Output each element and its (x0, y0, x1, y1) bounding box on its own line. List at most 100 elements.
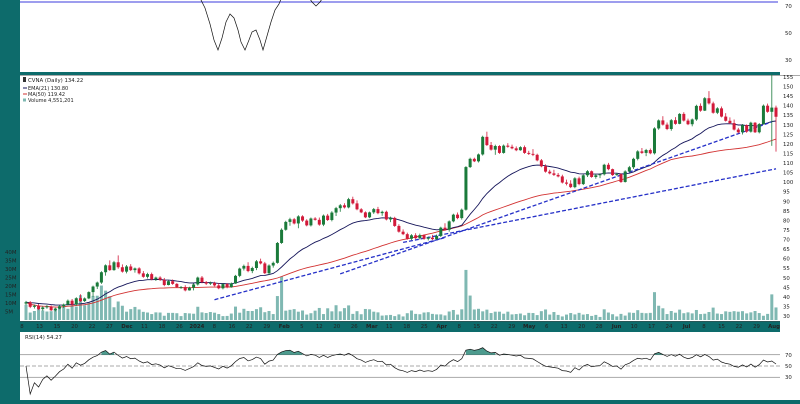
candle-body (133, 268, 137, 271)
candle-body (732, 123, 736, 130)
volume-bar (141, 311, 145, 320)
volume-bar (254, 309, 258, 320)
volume-bar (66, 308, 70, 320)
candle-body (736, 129, 740, 133)
date-tick-label: 22 (246, 324, 253, 330)
candle-body (724, 116, 728, 121)
candle (418, 233, 422, 240)
candle (368, 211, 372, 219)
volume-bar (116, 301, 120, 320)
candle (32, 304, 36, 309)
candle (472, 157, 476, 163)
volume-bar (175, 313, 179, 320)
candle (594, 173, 598, 179)
candle (87, 291, 91, 300)
candle-body (275, 242, 279, 263)
candle-body (518, 147, 522, 151)
candle (351, 196, 355, 205)
candle (409, 234, 413, 241)
volume-bar (384, 315, 388, 320)
volume-bar (129, 309, 133, 320)
volume-bar (179, 316, 183, 320)
candle (694, 104, 698, 121)
candle (196, 276, 200, 286)
volume-bar (770, 294, 774, 320)
candle (171, 279, 175, 285)
volume-bar (309, 313, 313, 320)
volume-bar (565, 314, 568, 320)
candle-body (430, 237, 434, 240)
candle (661, 116, 665, 126)
candle-body (707, 98, 711, 104)
date-tick-label: 15 (718, 324, 725, 330)
price-tick-label: 75 (783, 228, 790, 234)
candle-body (686, 120, 690, 125)
candle (363, 211, 367, 219)
volume-bar (422, 312, 426, 320)
date-tick-label: 25 (421, 324, 428, 330)
candle (623, 170, 627, 183)
volume-bar (740, 311, 744, 320)
volume-bar (535, 315, 539, 320)
volume-bar (45, 311, 49, 320)
price-tick-label: 140 (783, 104, 794, 110)
candle (606, 162, 610, 171)
volume-bar (657, 305, 661, 320)
candle (665, 122, 669, 131)
candle-body (627, 167, 631, 172)
candle-body (389, 217, 393, 220)
candle-body (334, 208, 338, 213)
candle (150, 272, 154, 281)
candle (544, 164, 548, 173)
candle-body (28, 302, 32, 307)
price-tick-label: 105 (783, 171, 793, 177)
date-tick-label: Apr (436, 324, 447, 330)
volume-bar (736, 311, 740, 320)
candle-body (552, 173, 556, 175)
candle-body (271, 262, 275, 266)
candle-body (229, 283, 233, 288)
candle (493, 144, 497, 155)
candle (531, 149, 535, 157)
rsi-tick-label: 70 (785, 353, 792, 359)
price-tick-label: 45 (783, 285, 790, 291)
candle (238, 267, 242, 278)
candle (740, 124, 744, 135)
candle-body (418, 235, 422, 239)
candle (456, 212, 460, 220)
candle-body (720, 108, 724, 117)
candle (414, 233, 418, 240)
date-tick-label: Feb (279, 324, 290, 330)
candle (326, 213, 330, 221)
candle-body (673, 120, 677, 124)
candle-body (657, 120, 661, 129)
candle (577, 176, 581, 186)
volume-bar (569, 313, 573, 320)
volume-bar (665, 314, 669, 320)
volume-bar (267, 311, 271, 320)
date-tick-label: Dec (121, 324, 132, 330)
candle-body (338, 205, 342, 209)
volume-bar (83, 305, 87, 320)
candle (204, 281, 208, 286)
candle (590, 170, 594, 178)
candle-body (640, 151, 644, 153)
candle (78, 294, 82, 303)
candle (192, 283, 196, 291)
volume-bar (590, 315, 594, 320)
top-rsi-tick-label: 70 (785, 4, 792, 10)
rsi-tick-label: 30 (785, 375, 792, 381)
candle-body (468, 158, 472, 168)
date-tick-label: 20 (333, 324, 340, 330)
volume-bar (682, 313, 686, 320)
legend-title: CVNA (Daily) 134.22 (28, 78, 83, 84)
volume-bar (615, 316, 619, 320)
candle (619, 173, 623, 183)
candle-body (95, 282, 99, 287)
candle-body (573, 178, 577, 188)
candle-body (37, 305, 41, 310)
candle (393, 216, 397, 227)
candle-body (745, 125, 749, 132)
volume-tick-label: 15M (5, 293, 17, 299)
